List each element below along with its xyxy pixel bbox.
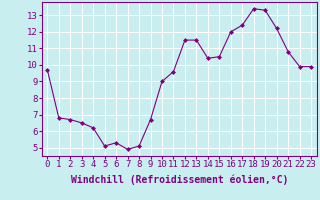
X-axis label: Windchill (Refroidissement éolien,°C): Windchill (Refroidissement éolien,°C) bbox=[70, 175, 288, 185]
